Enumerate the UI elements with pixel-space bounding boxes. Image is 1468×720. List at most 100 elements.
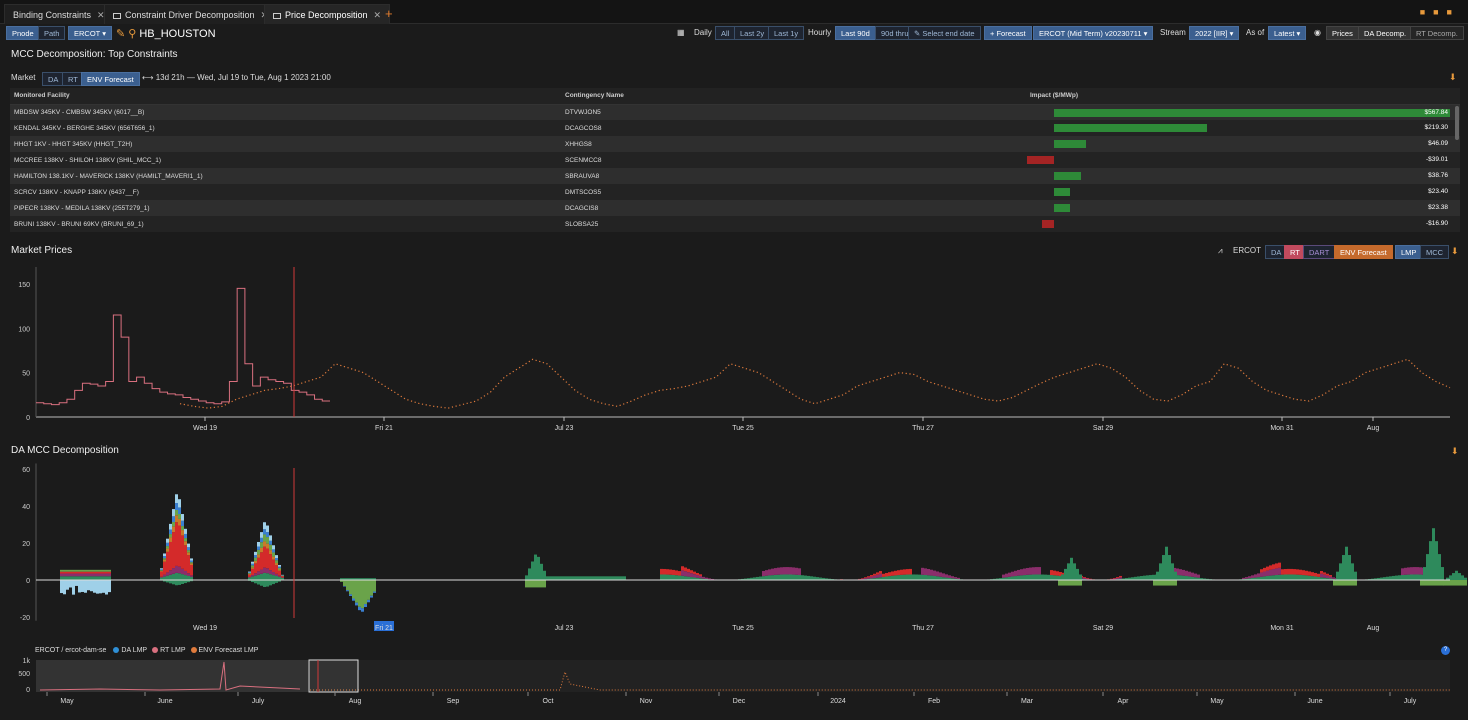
mcc-bar: [903, 569, 906, 574]
mcc-bar: [765, 576, 768, 580]
mcc-bar: [260, 570, 263, 574]
mcc-bar: [352, 599, 355, 601]
last2y-button[interactable]: Last 2y: [734, 26, 770, 40]
da-mcc-chart[interactable]: -20 0 20 40 60 Wed 19 Fri 21 Jul 23 Tue 25 Thu 27…: [0, 460, 1468, 636]
da-decomp-button[interactable]: DA Decomp.: [1358, 26, 1412, 40]
download-icon[interactable]: ⬇: [1449, 72, 1457, 83]
type-lmp-button[interactable]: LMP: [1395, 245, 1422, 259]
mcc-bar: [343, 580, 346, 586]
tab-1[interactable]: Constraint Driver Decomposition✕: [104, 4, 277, 24]
mcc-bar: [1278, 563, 1281, 568]
tab-2[interactable]: Price Decomposition ✕: [264, 4, 390, 24]
tab-0[interactable]: Binding Constraints ✕: [4, 4, 114, 24]
mcc-bar: [266, 568, 269, 573]
mcc-bar: [1070, 558, 1073, 580]
mcc-bar: [1266, 576, 1269, 580]
table-scrollbar[interactable]: [1455, 106, 1459, 140]
table-row[interactable]: KENDAL 345KV - BERGHE 345KV (656T656_1) D…: [10, 120, 1460, 136]
mcc-bar: [1413, 567, 1416, 574]
table-row[interactable]: PIPECR 138KV - MEDILA 138KV (255T279_1) D…: [10, 200, 1460, 216]
mcc-bar: [1156, 580, 1159, 586]
legend-dot: [152, 647, 158, 653]
mcc-bar: [84, 572, 87, 574]
mcc-bar: [1320, 571, 1323, 574]
table-row[interactable]: MCCREE 138KV - SHILOH 138KV (SHIL_MCC_1)…: [10, 152, 1460, 168]
mcc-bar: [1257, 573, 1260, 577]
x-tick-label: Tue 25: [732, 625, 754, 632]
market-label: Market: [11, 73, 35, 82]
market-env-forecast-button[interactable]: ENV Forecast: [81, 72, 140, 86]
mcc-bar: [1113, 578, 1116, 579]
mcc-bar: [927, 569, 930, 575]
mcc-bar: [1323, 575, 1326, 578]
mcc-bar: [260, 542, 263, 548]
mcc-bar: [84, 576, 87, 580]
series-env-forecast-button[interactable]: ENV Forecast: [1334, 245, 1393, 259]
mcc-bar: [1423, 580, 1426, 586]
window-controls[interactable]: ■■■: [1420, 7, 1460, 17]
last90d-button[interactable]: Last 90d: [835, 26, 876, 40]
mcc-bar: [87, 570, 90, 572]
mcc-bar: [1311, 572, 1314, 576]
mcc-bar: [795, 568, 798, 575]
mcc-bar: [275, 574, 278, 576]
impact-value: $23.40: [1428, 188, 1448, 195]
last1y-button[interactable]: Last 1y: [768, 26, 804, 40]
table-row[interactable]: HHGT 1KV - HHGT 345KV (HHGT_T2H) XHHGS8 $4…: [10, 136, 1460, 152]
x-tick-label: Oct: [543, 698, 554, 705]
scenario-select[interactable]: ERCOT (Mid Term) v20230711 ▾: [1033, 26, 1153, 40]
contingency-cell: DCAGCIS8: [561, 200, 1026, 216]
mcc-bar: [696, 573, 699, 575]
mcc-bar: [160, 572, 163, 577]
eye-icon[interactable]: ◉: [1314, 28, 1321, 37]
forecast-button[interactable]: + Forecast: [984, 26, 1032, 40]
mcc-bar: [187, 576, 190, 580]
download-mcc-icon[interactable]: ⬇: [1451, 446, 1459, 457]
mcc-bar: [620, 576, 623, 580]
col-impact[interactable]: Impact ($/MWp): [1026, 88, 1460, 104]
prices-button[interactable]: Prices: [1326, 26, 1359, 40]
mcc-bar: [1020, 575, 1023, 580]
mcc-bar: [1452, 573, 1455, 580]
table-row[interactable]: SCRCV 138KV - KNAPP 138KV (6437__F) DMTSC…: [10, 184, 1460, 200]
table-row[interactable]: HAMILTON 138.1KV - MAVERICK 138KV (HAMIL…: [10, 168, 1460, 184]
calendar-icon[interactable]: ▦: [677, 28, 685, 37]
col-monitored-facility[interactable]: Monitored Facility: [10, 88, 561, 104]
mcc-bar: [557, 576, 560, 580]
table-row[interactable]: MBDSW 345KV - CMBSW 345KV (6017__B) DTVWJ…: [10, 104, 1460, 120]
mcc-bar: [63, 580, 66, 594]
mcc-bar: [1182, 576, 1185, 580]
mcc-bar: [254, 561, 257, 563]
rt-decomp-button[interactable]: RT Decomp.: [1410, 26, 1464, 40]
mcc-bar: [1260, 569, 1263, 572]
mcc-bar: [1429, 580, 1432, 586]
mcc-bar: [936, 571, 939, 576]
asof-select[interactable]: Latest ▾: [1268, 26, 1306, 40]
mcc-bar: [1171, 580, 1174, 586]
mcc-bar: [63, 576, 66, 580]
asof-label: As of: [1246, 28, 1264, 37]
col-contingency-name[interactable]: Contingency Name: [561, 88, 1026, 104]
close-icon[interactable]: ✕: [374, 10, 382, 20]
download-prices-icon[interactable]: ⬇: [1451, 246, 1459, 257]
type-mcc-button[interactable]: MCC: [1420, 245, 1449, 259]
mcc-bar: [84, 570, 87, 572]
facility-cell: MBDSW 345KV - CMBSW 345KV (6017__B): [10, 104, 561, 120]
mcc-bar: [690, 570, 693, 573]
help-icon[interactable]: ?: [1441, 646, 1450, 655]
mcc-bar: [251, 564, 254, 566]
market-prices-chart[interactable]: 0 50 100 150 Wed 19 Fri 21 Jul 23 Tue 25 Thu 27 S…: [0, 262, 1468, 434]
series-dart-button[interactable]: DART: [1303, 245, 1335, 259]
mcc-bar: [771, 575, 774, 580]
select-end-date-button[interactable]: ✎ Select end date: [908, 26, 981, 40]
add-tab-icon[interactable]: +: [385, 6, 393, 21]
mcc-bar: [251, 575, 254, 577]
mcc-bar: [611, 576, 614, 580]
stream-select[interactable]: 2022 [IIR] ▾: [1189, 26, 1239, 40]
mcc-bar: [807, 576, 810, 580]
mcc-bar: [93, 580, 96, 593]
navigator-chart[interactable]: 1k 500 0 May June July Aug Sep Oct Nov Dec 2024 Feb M…: [0, 656, 1468, 720]
table-row[interactable]: BRUNI 138KV - BRUNI 69KV (BRUNI_69_1) SLO…: [10, 216, 1460, 232]
mcc-bar: [349, 594, 352, 596]
all-button[interactable]: All: [715, 26, 735, 40]
